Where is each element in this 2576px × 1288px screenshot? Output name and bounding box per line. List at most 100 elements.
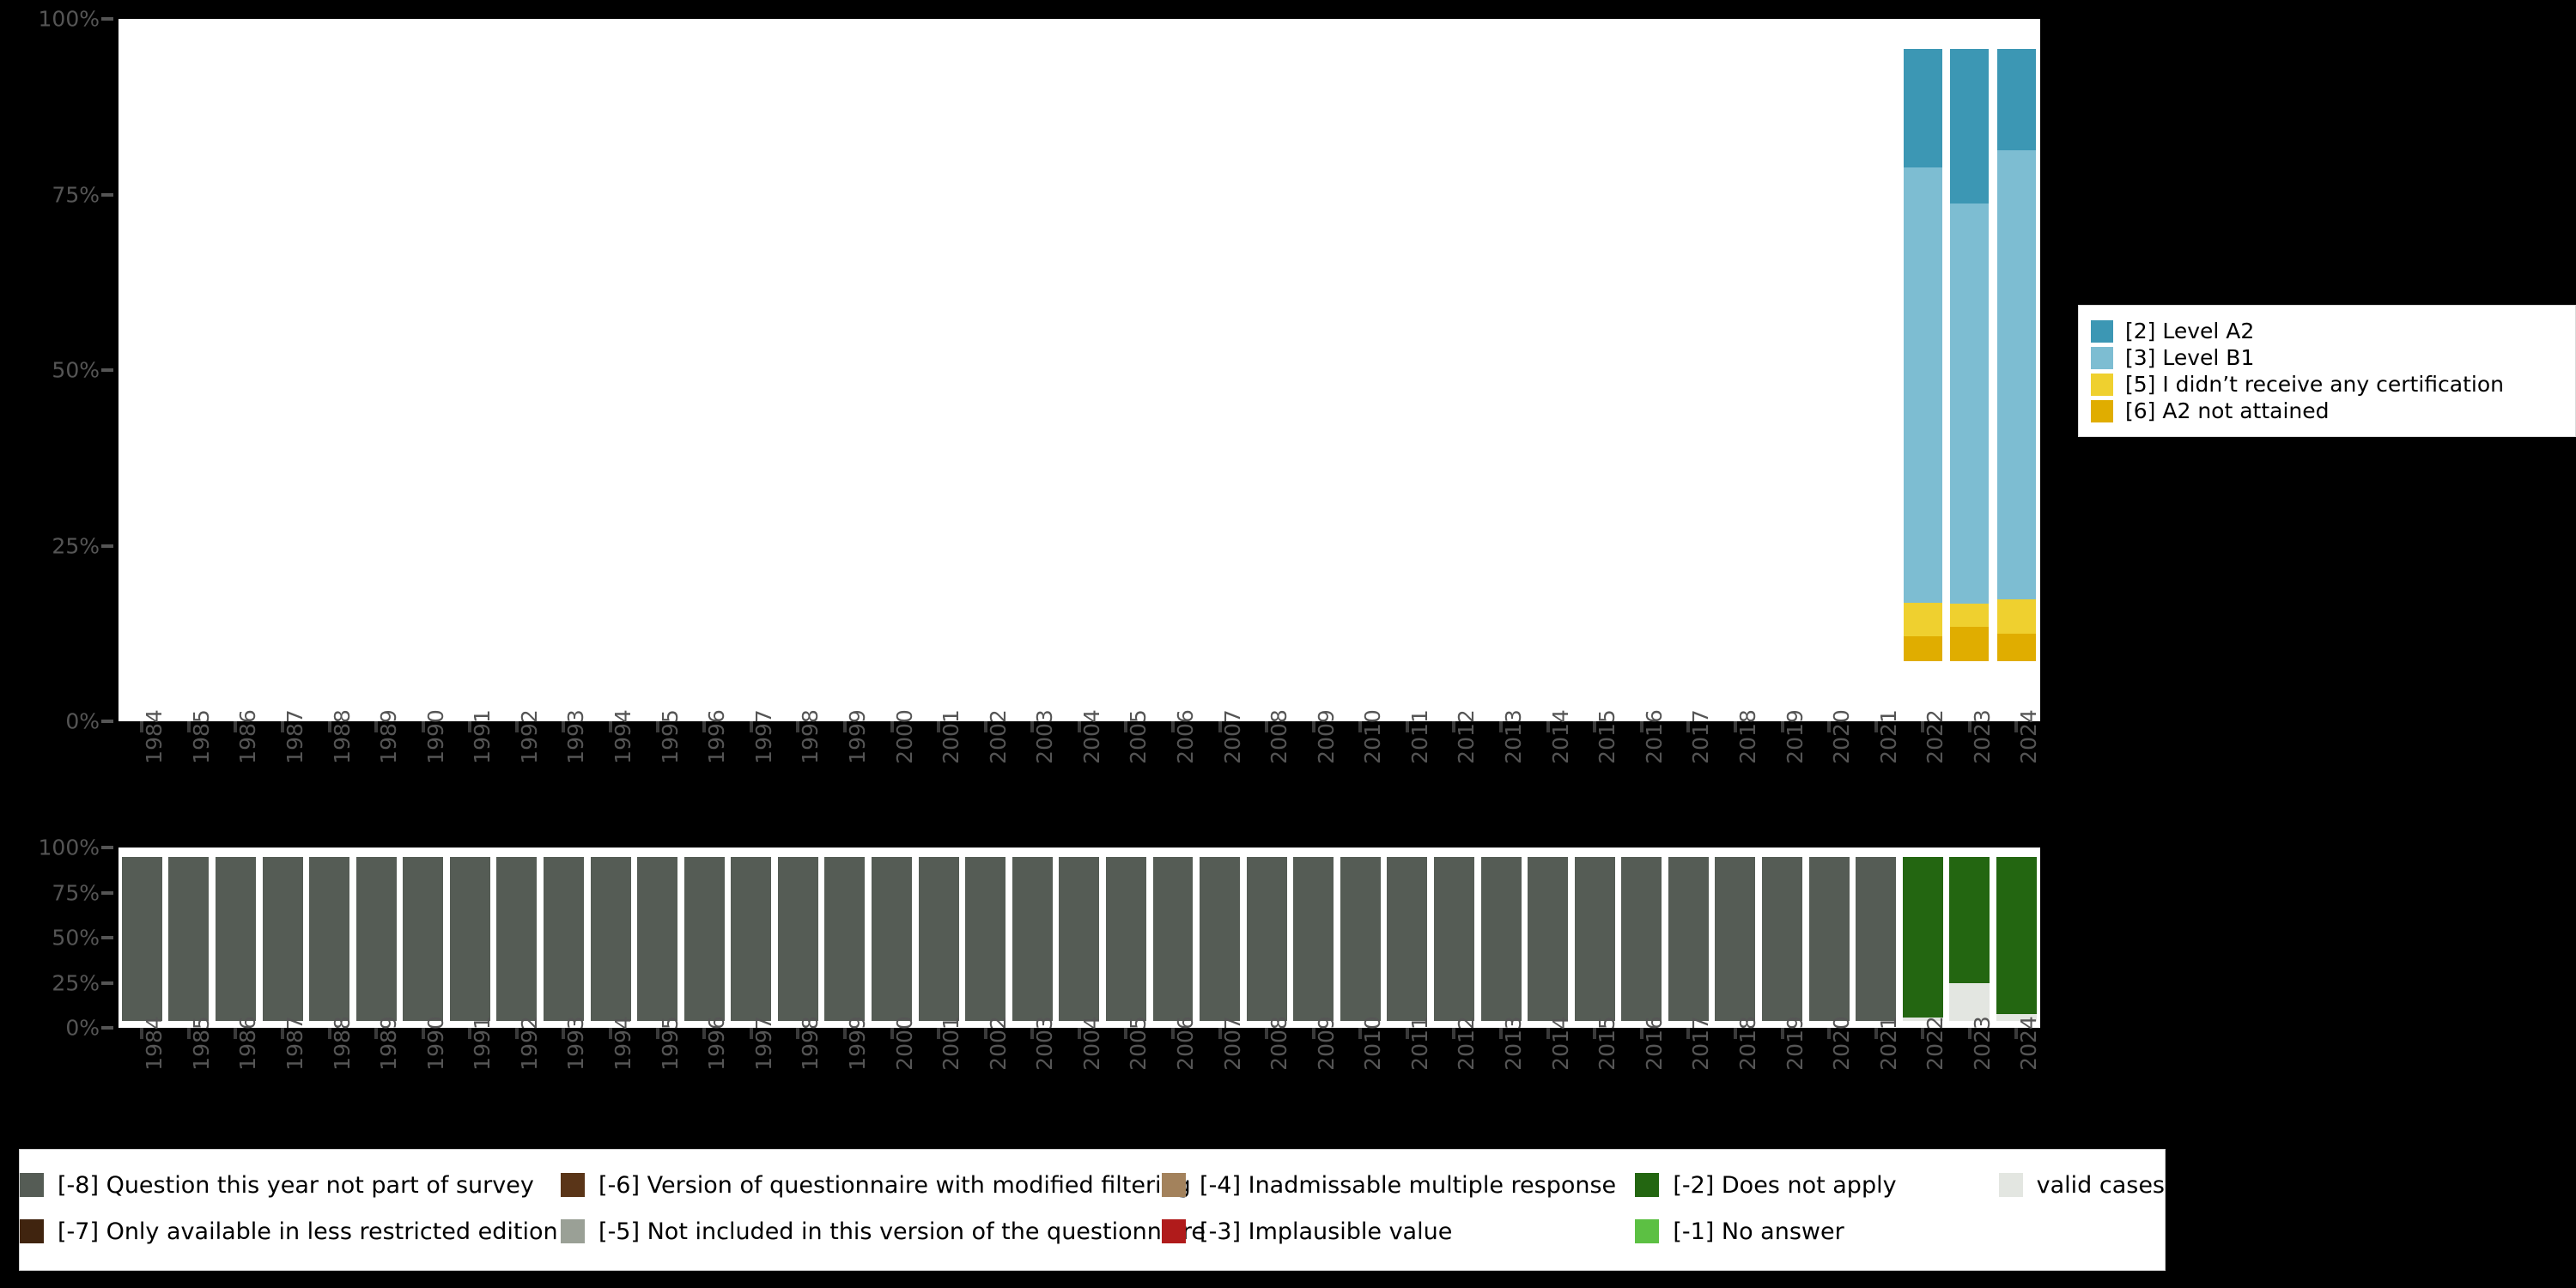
quality-legend-item[interactable]: [-4] Inadmissable multiple response (1162, 1162, 1635, 1208)
bar-column[interactable] (399, 19, 447, 721)
bar-segment[interactable] (1434, 856, 1474, 1021)
bar-column[interactable] (447, 19, 494, 721)
bar-segment[interactable] (1902, 1017, 1943, 1021)
bar-segment[interactable] (544, 856, 584, 1021)
bar-segment[interactable] (1668, 856, 1709, 1021)
bar-column[interactable] (1712, 19, 1759, 721)
bar-column[interactable] (1337, 848, 1384, 1028)
bar-column[interactable] (634, 19, 681, 721)
bar-stack[interactable] (1715, 856, 1756, 1021)
bar-stack[interactable] (1340, 856, 1381, 1021)
bar-stack[interactable] (215, 856, 256, 1021)
bar-segment[interactable] (1903, 167, 1942, 603)
bar-column[interactable] (1806, 848, 1853, 1028)
bar-segment[interactable] (777, 856, 818, 1021)
bar-stack[interactable] (1012, 856, 1053, 1021)
bar-column[interactable] (868, 848, 915, 1028)
bar-segment[interactable] (355, 856, 397, 1021)
bar-column[interactable] (728, 19, 775, 721)
bar-column[interactable] (915, 848, 963, 1028)
series-legend-item[interactable]: [2] Level A2 (2091, 318, 2561, 344)
bar-segment[interactable] (1105, 856, 1146, 1021)
bar-stack[interactable] (1105, 856, 1146, 1021)
bar-segment[interactable] (1997, 149, 2036, 600)
bar-stack[interactable] (1246, 856, 1287, 1021)
bar-column[interactable] (540, 848, 587, 1028)
bar-column[interactable] (587, 848, 635, 1028)
quality-legend-item[interactable]: [-5] Not included in this version of the… (561, 1208, 1206, 1255)
bar-stack[interactable] (403, 856, 444, 1021)
bar-stack[interactable] (1997, 49, 2036, 661)
bar-column[interactable] (306, 19, 353, 721)
bar-stack[interactable] (590, 856, 631, 1021)
bar-column[interactable] (587, 19, 635, 721)
bar-stack[interactable] (1528, 856, 1569, 1021)
bar-segment[interactable] (1200, 856, 1241, 1021)
bar-segment[interactable] (1012, 856, 1053, 1021)
bar-column[interactable] (1478, 19, 1525, 721)
bar-stack[interactable] (1152, 856, 1194, 1021)
bar-segment[interactable] (824, 856, 866, 1021)
quality-legend-item[interactable]: [-6] Version of questionnaire with modif… (561, 1162, 1191, 1208)
bar-segment[interactable] (1950, 604, 1990, 628)
bar-column[interactable] (775, 848, 822, 1028)
bar-column[interactable] (1384, 19, 1431, 721)
bar-column[interactable] (1899, 848, 1947, 1028)
bar-stack[interactable] (1903, 49, 1942, 661)
quality-legend-item[interactable]: [-1] No answer (1635, 1208, 1998, 1255)
bar-column[interactable] (1993, 848, 2040, 1028)
bar-segment[interactable] (1715, 856, 1756, 1021)
bar-segment[interactable] (1152, 856, 1194, 1021)
bar-segment[interactable] (403, 856, 444, 1021)
bar-column[interactable] (353, 19, 400, 721)
bar-column[interactable] (1478, 848, 1525, 1028)
bar-column[interactable] (1852, 19, 1899, 721)
bar-column[interactable] (494, 848, 541, 1028)
bar-segment[interactable] (1949, 856, 1990, 983)
bar-segment[interactable] (637, 856, 678, 1021)
bar-column[interactable] (775, 19, 822, 721)
bar-segment[interactable] (1246, 856, 1287, 1021)
quality-legend-item[interactable]: valid cases (1998, 1162, 2165, 1208)
bar-column[interactable] (1337, 19, 1384, 721)
bar-stack[interactable] (1949, 856, 1990, 1021)
bar-column[interactable] (166, 19, 213, 721)
bar-stack[interactable] (355, 856, 397, 1021)
bar-column[interactable] (1947, 19, 1994, 721)
bar-stack[interactable] (1902, 856, 1943, 1021)
bar-segment[interactable] (1997, 633, 2036, 661)
bar-segment[interactable] (1902, 856, 1943, 1018)
bar-column[interactable] (681, 848, 728, 1028)
bar-column[interactable] (1431, 19, 1478, 721)
bar-column[interactable] (1759, 19, 1806, 721)
bar-stack[interactable] (1574, 856, 1615, 1021)
bar-segment[interactable] (918, 856, 959, 1021)
series-legend-item[interactable]: [3] Level B1 (2091, 344, 2561, 371)
bar-column[interactable] (1056, 19, 1103, 721)
bar-stack[interactable] (1668, 856, 1709, 1021)
bar-segment[interactable] (872, 856, 913, 1021)
bar-stack[interactable] (1200, 856, 1241, 1021)
bar-column[interactable] (212, 848, 259, 1028)
bar-column[interactable] (1009, 19, 1056, 721)
bar-column[interactable] (1290, 848, 1337, 1028)
bar-column[interactable] (1524, 848, 1571, 1028)
bar-stack[interactable] (1480, 856, 1522, 1021)
bar-column[interactable] (868, 19, 915, 721)
bar-segment[interactable] (496, 856, 538, 1021)
bar-stack[interactable] (309, 856, 350, 1021)
bar-stack[interactable] (544, 856, 584, 1021)
bar-stack[interactable] (1434, 856, 1474, 1021)
bar-column[interactable] (1947, 848, 1994, 1028)
bar-segment[interactable] (1903, 602, 1942, 637)
bar-segment[interactable] (309, 856, 350, 1021)
bar-segment[interactable] (262, 856, 303, 1021)
bar-segment[interactable] (1950, 203, 1990, 605)
bar-segment[interactable] (1387, 856, 1428, 1021)
bar-column[interactable] (681, 19, 728, 721)
bar-column[interactable] (822, 848, 869, 1028)
bar-stack[interactable] (824, 856, 866, 1021)
bar-column[interactable] (1665, 19, 1712, 721)
bar-column[interactable] (1619, 848, 1666, 1028)
bar-column[interactable] (1524, 19, 1571, 721)
